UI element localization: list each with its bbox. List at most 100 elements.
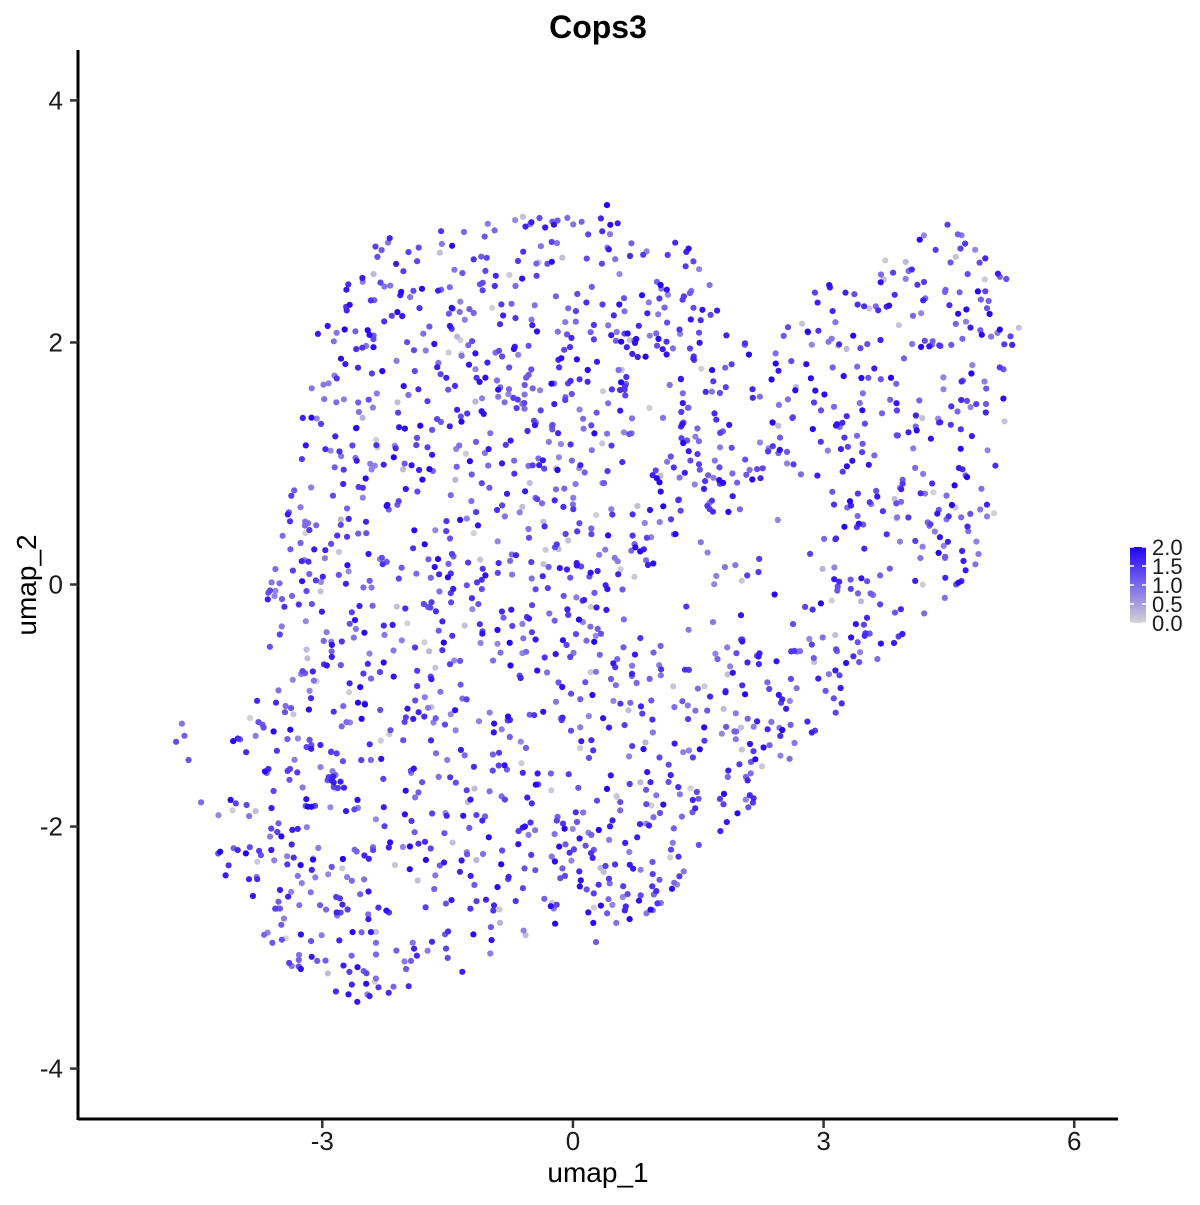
data-point bbox=[308, 414, 315, 421]
data-point bbox=[646, 404, 653, 412]
data-point bbox=[328, 641, 335, 649]
data-point bbox=[856, 659, 863, 666]
data-point bbox=[657, 642, 664, 650]
data-point bbox=[690, 304, 697, 311]
data-point bbox=[312, 577, 319, 584]
data-point bbox=[294, 735, 301, 742]
data-point bbox=[287, 726, 294, 733]
data-point bbox=[623, 344, 630, 351]
data-point bbox=[268, 805, 275, 812]
data-point bbox=[272, 699, 280, 706]
data-point bbox=[461, 752, 468, 759]
data-point bbox=[333, 329, 340, 336]
data-point bbox=[378, 247, 385, 254]
data-point bbox=[309, 668, 316, 675]
data-point bbox=[282, 702, 289, 710]
data-point bbox=[585, 713, 592, 720]
data-point bbox=[498, 608, 505, 615]
data-point bbox=[685, 448, 692, 455]
data-point bbox=[587, 669, 594, 676]
data-point bbox=[585, 754, 593, 762]
data-point bbox=[557, 441, 565, 448]
data-point bbox=[604, 586, 611, 593]
data-point bbox=[529, 322, 536, 329]
data-point bbox=[288, 705, 295, 712]
data-point bbox=[476, 378, 483, 385]
data-point bbox=[361, 852, 368, 859]
data-point bbox=[356, 602, 363, 610]
data-point bbox=[936, 534, 944, 541]
data-point bbox=[618, 338, 625, 345]
data-point bbox=[383, 502, 390, 510]
data-point bbox=[486, 788, 493, 795]
data-point bbox=[395, 498, 402, 505]
data-point bbox=[685, 716, 692, 723]
data-point bbox=[712, 650, 719, 657]
data-point bbox=[538, 500, 546, 507]
data-point bbox=[399, 843, 406, 851]
data-point bbox=[632, 544, 639, 551]
data-point bbox=[458, 418, 465, 425]
data-point bbox=[303, 824, 310, 831]
data-point bbox=[484, 359, 491, 366]
data-point bbox=[657, 672, 665, 679]
data-point bbox=[460, 812, 467, 819]
data-point bbox=[472, 350, 479, 357]
data-point bbox=[650, 649, 657, 656]
data-point bbox=[708, 388, 716, 395]
data-point bbox=[426, 466, 433, 473]
data-point bbox=[838, 700, 845, 707]
data-point bbox=[679, 390, 686, 397]
data-point bbox=[266, 643, 273, 650]
data-point bbox=[610, 660, 617, 667]
data-point bbox=[824, 447, 831, 454]
data-point bbox=[568, 857, 575, 864]
data-point bbox=[852, 621, 860, 628]
data-point bbox=[802, 603, 809, 611]
data-point bbox=[402, 605, 409, 612]
data-point bbox=[288, 841, 295, 848]
data-point bbox=[693, 788, 700, 796]
data-point bbox=[284, 511, 291, 518]
data-point bbox=[720, 479, 727, 486]
data-point bbox=[861, 545, 868, 552]
data-point bbox=[305, 558, 312, 565]
data-point bbox=[659, 414, 667, 421]
data-point bbox=[519, 885, 527, 892]
data-point bbox=[301, 522, 309, 529]
data-point bbox=[713, 572, 720, 580]
data-point bbox=[297, 539, 304, 547]
data-point bbox=[937, 419, 944, 426]
data-point bbox=[965, 528, 972, 535]
data-point bbox=[891, 291, 898, 298]
data-point bbox=[909, 340, 916, 348]
data-point bbox=[465, 361, 473, 368]
data-point bbox=[978, 331, 985, 338]
data-point bbox=[874, 493, 881, 500]
data-point bbox=[1007, 333, 1014, 340]
data-point bbox=[698, 365, 705, 372]
data-point bbox=[738, 577, 745, 584]
data-point bbox=[647, 779, 654, 786]
data-point bbox=[351, 617, 359, 624]
data-point bbox=[894, 514, 901, 521]
data-point bbox=[532, 781, 539, 788]
data-point bbox=[537, 407, 544, 414]
data-point bbox=[286, 776, 293, 783]
data-point bbox=[222, 872, 229, 879]
data-point bbox=[499, 847, 506, 854]
data-point bbox=[321, 555, 328, 562]
data-point bbox=[519, 275, 526, 282]
data-point bbox=[776, 434, 784, 441]
data-point bbox=[217, 848, 224, 855]
data-point bbox=[460, 228, 468, 236]
data-point bbox=[725, 508, 732, 515]
data-point bbox=[829, 308, 836, 315]
data-point bbox=[494, 506, 501, 514]
data-point bbox=[320, 381, 327, 388]
data-point bbox=[482, 572, 489, 579]
data-point bbox=[918, 343, 925, 350]
data-point bbox=[624, 330, 631, 337]
data-point bbox=[572, 308, 580, 315]
data-point bbox=[663, 351, 670, 358]
